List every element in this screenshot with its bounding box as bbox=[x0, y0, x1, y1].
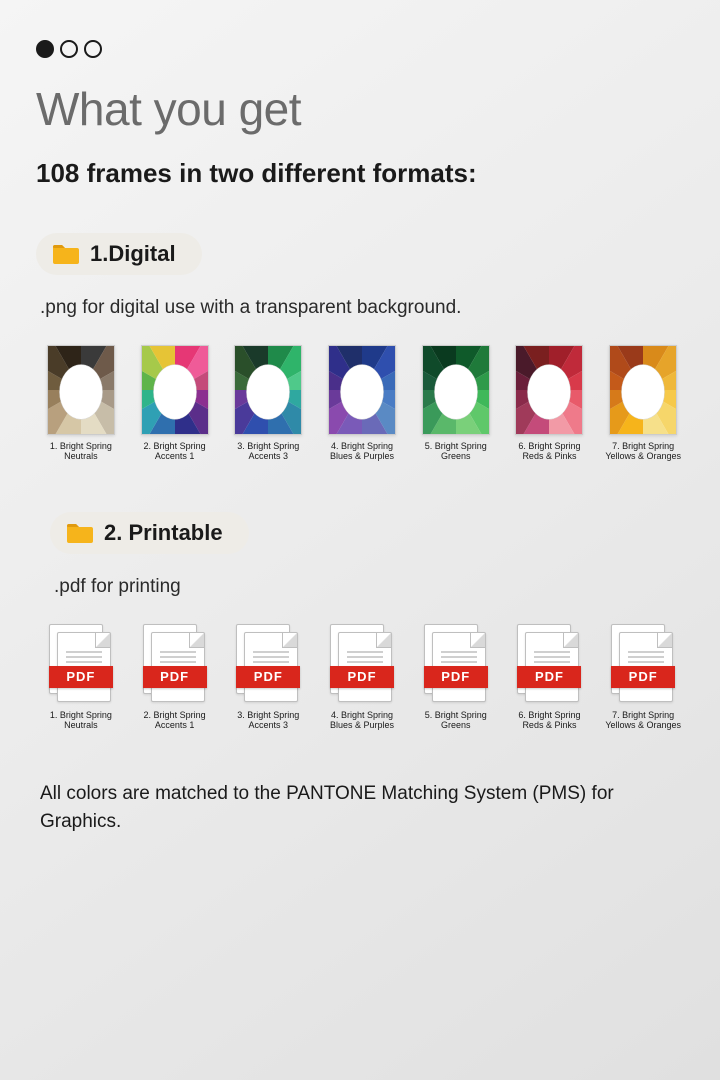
digital-frame-item: 5. Bright Spring Greens bbox=[415, 345, 497, 462]
pdf-file-icon: PDF bbox=[424, 624, 488, 704]
frame-caption: 7. Bright Spring Yellows & Oranges bbox=[602, 710, 684, 731]
pager-dot-2 bbox=[60, 40, 78, 58]
section-desc-printable: .pdf for printing bbox=[54, 576, 684, 598]
printable-frame-item: PDF 5. Bright Spring Greens bbox=[415, 624, 497, 731]
frame-caption: 2. Bright Spring Accents 1 bbox=[134, 710, 216, 731]
frame-caption: 1. Bright Spring Neutrals bbox=[40, 710, 122, 731]
frame-caption: 5. Bright Spring Greens bbox=[415, 710, 497, 731]
color-frame-thumbnail bbox=[422, 345, 490, 435]
frame-caption: 3. Bright Spring Accents 3 bbox=[227, 441, 309, 462]
frame-caption: 6. Bright Spring Reds & Pinks bbox=[509, 441, 591, 462]
section-pill-digital: 1.Digital bbox=[36, 233, 202, 275]
color-frame-thumbnail bbox=[328, 345, 396, 435]
pager-dots bbox=[36, 40, 684, 58]
digital-frame-item: 4. Bright Spring Blues & Purples bbox=[321, 345, 403, 462]
color-frame-thumbnail bbox=[47, 345, 115, 435]
folder-icon bbox=[66, 522, 94, 544]
digital-frame-item: 7. Bright Spring Yellows & Oranges bbox=[602, 345, 684, 462]
color-frame-thumbnail bbox=[515, 345, 583, 435]
pdf-file-icon: PDF bbox=[143, 624, 207, 704]
color-frame-thumbnail bbox=[609, 345, 677, 435]
frame-caption: 2. Bright Spring Accents 1 bbox=[134, 441, 216, 462]
section-desc-digital: .png for digital use with a transparent … bbox=[40, 297, 684, 319]
color-frame-thumbnail bbox=[234, 345, 302, 435]
digital-frame-item: 6. Bright Spring Reds & Pinks bbox=[509, 345, 591, 462]
digital-frame-item: 1. Bright Spring Neutrals bbox=[40, 345, 122, 462]
frame-caption: 3. Bright Spring Accents 3 bbox=[227, 710, 309, 731]
frame-caption: 1. Bright Spring Neutrals bbox=[40, 441, 122, 462]
color-frame-thumbnail bbox=[141, 345, 209, 435]
printable-frame-item: PDF 6. Bright Spring Reds & Pinks bbox=[509, 624, 591, 731]
printable-frame-item: PDF 3. Bright Spring Accents 3 bbox=[227, 624, 309, 731]
frame-caption: 7. Bright Spring Yellows & Oranges bbox=[602, 441, 684, 462]
digital-frame-item: 2. Bright Spring Accents 1 bbox=[134, 345, 216, 462]
printable-frames-row: PDF 1. Bright Spring Neutrals PDF 2. Bri… bbox=[40, 624, 684, 731]
frame-caption: 4. Bright Spring Blues & Purples bbox=[321, 441, 403, 462]
pdf-file-icon: PDF bbox=[49, 624, 113, 704]
pager-dot-1 bbox=[36, 40, 54, 58]
digital-frame-item: 3. Bright Spring Accents 3 bbox=[227, 345, 309, 462]
printable-frame-item: PDF 2. Bright Spring Accents 1 bbox=[134, 624, 216, 731]
section-label-printable: 2. Printable bbox=[104, 520, 223, 546]
section-label-digital: 1.Digital bbox=[90, 241, 176, 267]
pdf-file-icon: PDF bbox=[517, 624, 581, 704]
digital-frames-row: 1. Bright Spring Neutrals 2. Bright Spri… bbox=[40, 345, 684, 462]
pager-dot-3 bbox=[84, 40, 102, 58]
printable-frame-item: PDF 7. Bright Spring Yellows & Oranges bbox=[602, 624, 684, 731]
footnote: All colors are matched to the PANTONE Ma… bbox=[40, 780, 684, 835]
section-pill-printable: 2. Printable bbox=[50, 512, 249, 554]
folder-icon bbox=[52, 243, 80, 265]
frame-caption: 6. Bright Spring Reds & Pinks bbox=[509, 710, 591, 731]
frame-caption: 4. Bright Spring Blues & Purples bbox=[321, 710, 403, 731]
page-subtitle: 108 frames in two different formats: bbox=[36, 158, 684, 189]
printable-frame-item: PDF 4. Bright Spring Blues & Purples bbox=[321, 624, 403, 731]
pdf-file-icon: PDF bbox=[236, 624, 300, 704]
frame-caption: 5. Bright Spring Greens bbox=[415, 441, 497, 462]
printable-frame-item: PDF 1. Bright Spring Neutrals bbox=[40, 624, 122, 731]
page-title: What you get bbox=[36, 82, 684, 136]
pdf-file-icon: PDF bbox=[330, 624, 394, 704]
pdf-file-icon: PDF bbox=[611, 624, 675, 704]
